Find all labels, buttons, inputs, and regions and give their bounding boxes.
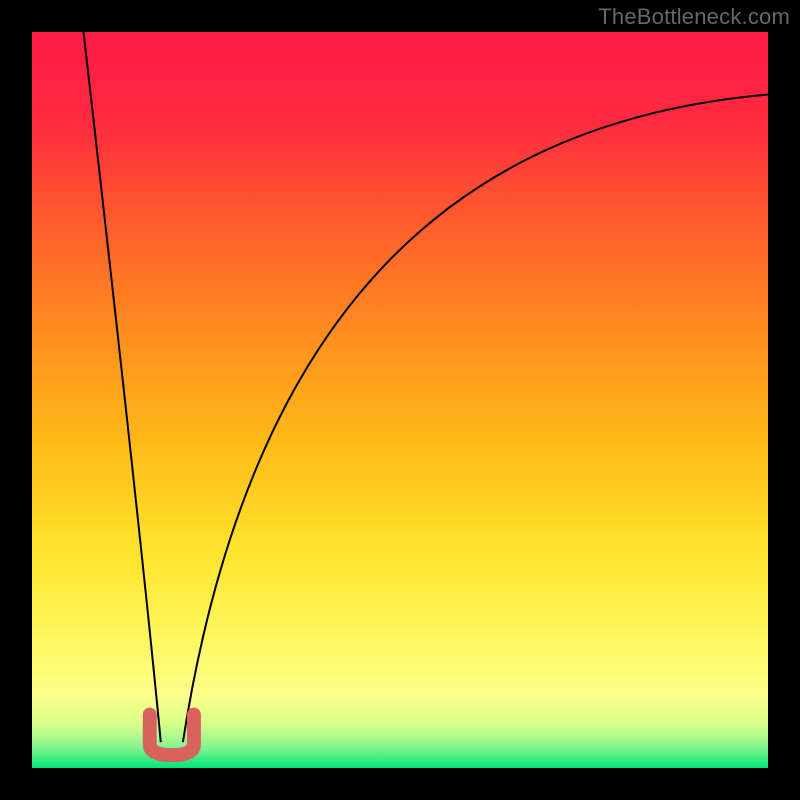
plot-background xyxy=(32,32,768,768)
chart-frame: TheBottleneck.com xyxy=(0,0,800,800)
bottleneck-chart xyxy=(0,0,800,800)
watermark-label: TheBottleneck.com xyxy=(598,4,790,30)
